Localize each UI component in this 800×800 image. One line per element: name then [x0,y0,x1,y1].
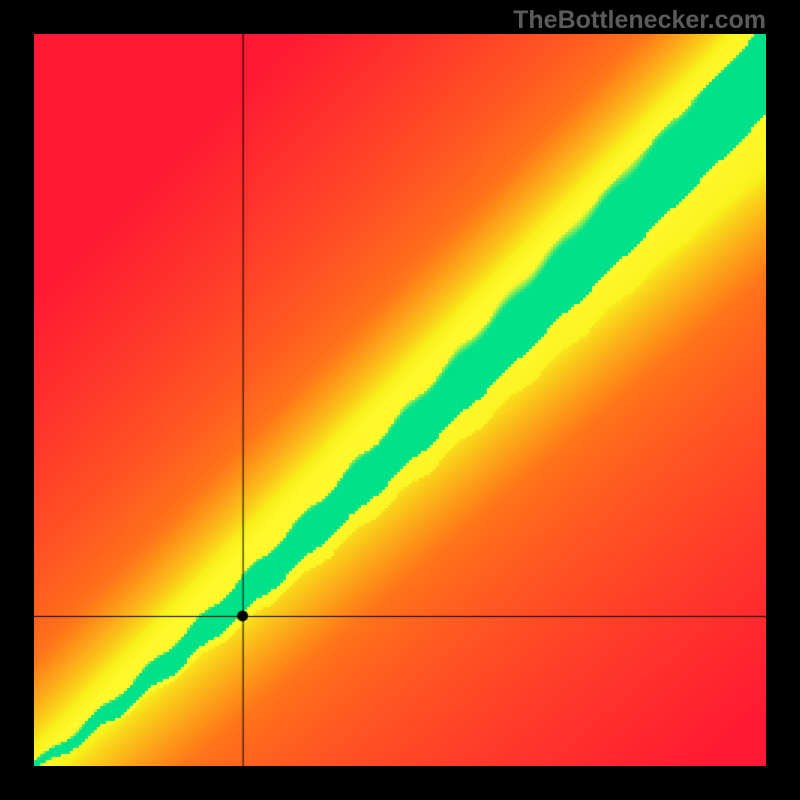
chart-container: TheBottlenecker.com [0,0,800,800]
watermark-text: TheBottlenecker.com [513,6,766,35]
heatmap-plot [34,34,766,766]
